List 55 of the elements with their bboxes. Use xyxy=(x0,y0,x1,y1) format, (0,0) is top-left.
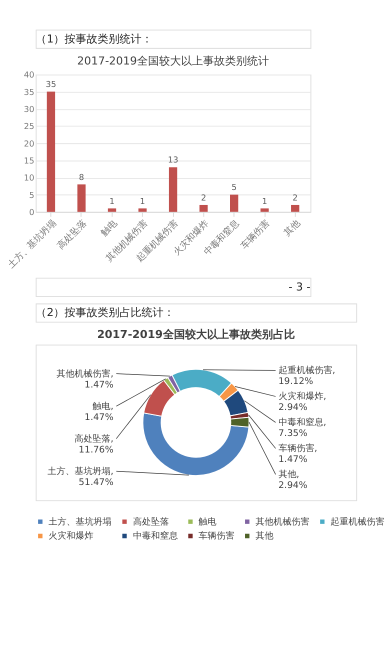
x-tick-label: 触电 xyxy=(98,218,120,239)
legend-label: 高处坠落 xyxy=(132,516,169,528)
data-label: 13 xyxy=(168,154,178,165)
y-tick-label: 35 xyxy=(24,86,34,97)
data-label: 触电, 1.47% xyxy=(84,400,114,423)
data-label: 1 xyxy=(109,196,115,206)
y-tick-label: 0 xyxy=(29,207,34,218)
legend-label: 土方、基坑坍塌 xyxy=(48,516,112,528)
data-label: 8 xyxy=(78,172,84,182)
legend-label: 中毒和窒息 xyxy=(132,530,178,542)
data-label: 1 xyxy=(140,196,146,206)
bar xyxy=(230,194,238,212)
data-label: 2 xyxy=(292,192,298,202)
text: （1）按事故类别统计： xyxy=(36,32,153,46)
data-label: 土方、基坑坍塌, 51.47% xyxy=(48,466,114,488)
bar xyxy=(138,208,147,212)
data-label: 中毒和窒息, 7.35% xyxy=(278,417,326,440)
data-label: 车辆伤害, 1.47% xyxy=(278,443,318,466)
legend-label: 其他机械伤害 xyxy=(255,516,310,528)
data-label: 火灾和爆炸, 2.94% xyxy=(278,391,326,414)
legend-label: 其他 xyxy=(255,530,274,542)
data-label: 35 xyxy=(46,79,56,90)
bar xyxy=(108,208,116,212)
y-tick-label: 10 xyxy=(24,172,34,183)
chart-title: 2017-2019全国较大以上事故类别统计 xyxy=(77,54,269,68)
data-label: 其他, 2.94% xyxy=(278,469,308,492)
data-label: 其他机械伤害, 1.47% xyxy=(56,368,114,390)
x-tick-label: 土方、基坑坍塌 xyxy=(6,218,58,271)
bar xyxy=(46,92,56,212)
x-tick-label: 车辆伤害 xyxy=(238,218,272,252)
y-tick-label: 40 xyxy=(24,70,34,80)
x-tick-label: 其他 xyxy=(282,218,302,239)
data-label: 1 xyxy=(262,196,268,206)
bar xyxy=(168,167,178,212)
bar xyxy=(77,184,86,212)
chart-title: 2017-2019全国较大以上事故类别占比 xyxy=(97,328,295,342)
y-tick-label: 15 xyxy=(24,156,34,166)
text: （2）按事故类别占比统计： xyxy=(36,306,175,320)
legend-label: 火灾和爆炸 xyxy=(48,530,94,542)
data-label: 起重机械伤害, 19.12% xyxy=(278,365,336,388)
data-label: 2 xyxy=(200,192,206,202)
y-tick-label: 5 xyxy=(29,190,34,200)
data-label: 高处坠落, 11.76% xyxy=(74,433,114,456)
legend-label: 起重机械伤害 xyxy=(330,516,385,528)
bar xyxy=(291,204,300,212)
legend-label: 车辆伤害 xyxy=(198,530,235,542)
y-tick-label: 20 xyxy=(24,138,34,148)
y-tick-label: 30 xyxy=(24,104,34,114)
x-tick-label: 高处坠落 xyxy=(56,218,89,252)
y-tick-label: 25 xyxy=(24,121,34,132)
text: - 3 - xyxy=(288,280,310,294)
data-label: 5 xyxy=(231,182,237,192)
legend-label: 触电 xyxy=(198,516,217,528)
bar xyxy=(260,208,269,212)
bar xyxy=(199,204,208,212)
